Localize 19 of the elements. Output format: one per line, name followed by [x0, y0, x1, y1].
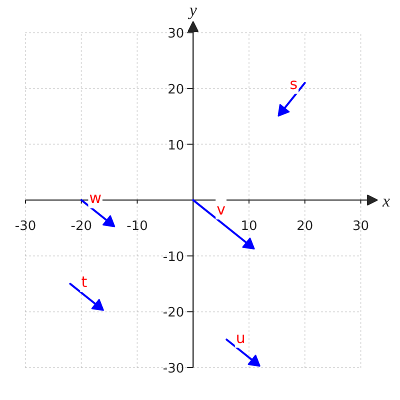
- series-label: u: [236, 328, 246, 347]
- series-label: v: [216, 200, 226, 218]
- x-tick-label: -20: [70, 219, 92, 234]
- x-tick-label: 10: [240, 219, 258, 234]
- y-axis-title: y: [187, 0, 198, 20]
- y-tick-label: -20: [162, 306, 184, 321]
- x-tick-label: 30: [352, 219, 370, 234]
- series-label: w: [89, 189, 102, 208]
- x-axis-title: x: [382, 192, 390, 211]
- series-label: t: [81, 272, 88, 291]
- y-tick-label: 20: [168, 82, 184, 98]
- x-tick-label: 20: [296, 219, 314, 234]
- y-tick-label: -30: [162, 362, 184, 376]
- y-tick-label: 10: [168, 138, 184, 154]
- x-tick-label: -30: [14, 219, 36, 234]
- series-label: s: [290, 74, 298, 93]
- y-tick-label: -10: [162, 250, 184, 265]
- y-tick-label: 30: [168, 26, 184, 42]
- x-tick-label: -10: [126, 219, 148, 234]
